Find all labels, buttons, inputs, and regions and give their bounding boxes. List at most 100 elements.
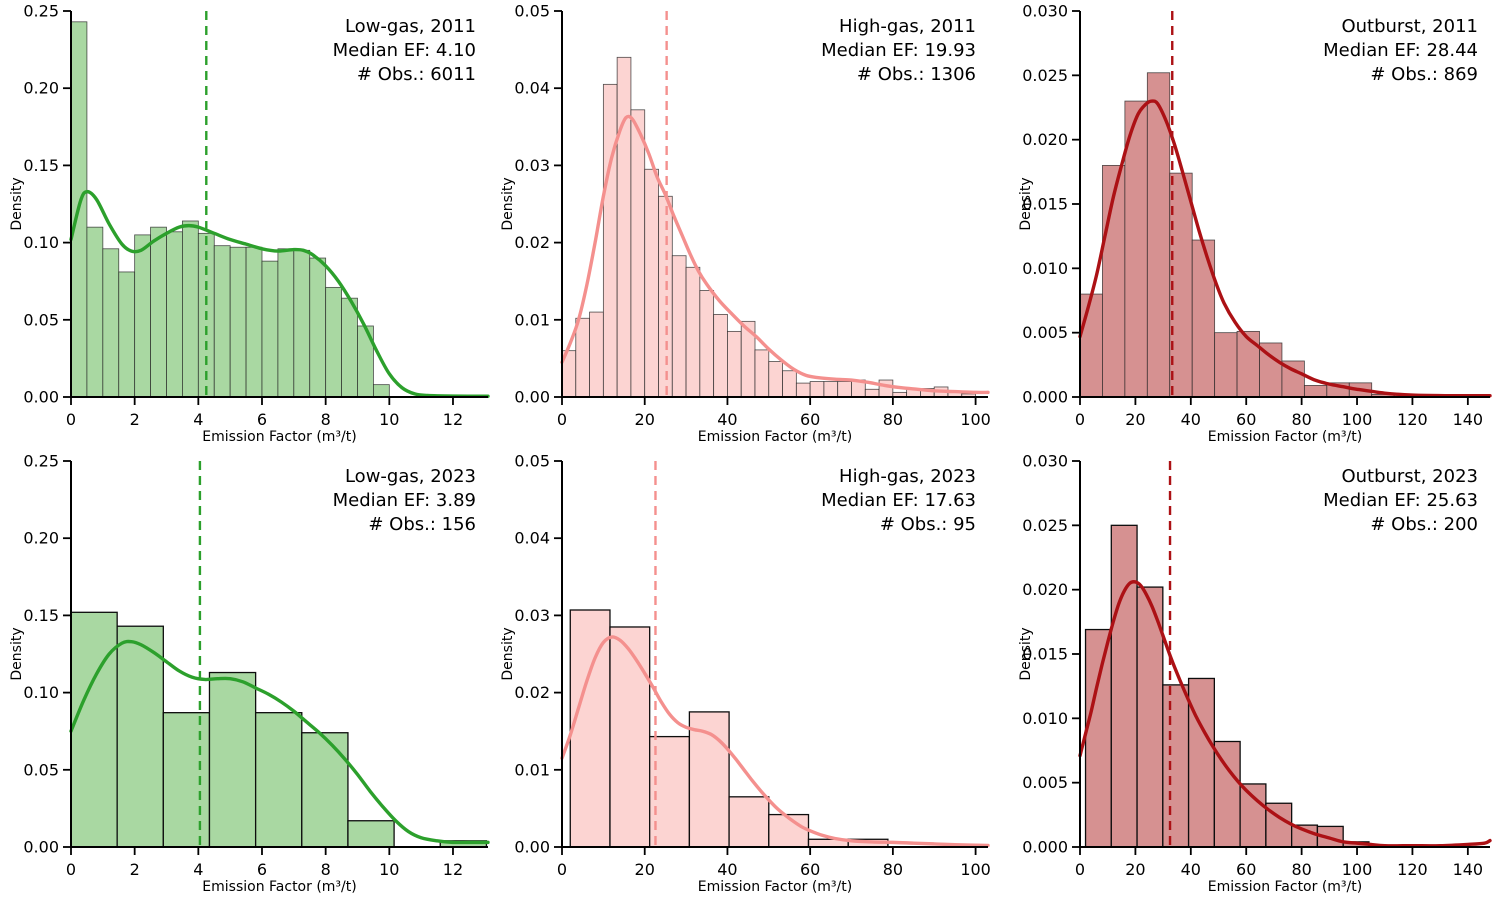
histogram-bar xyxy=(309,257,327,398)
x-tick-label: 80 xyxy=(883,860,903,879)
panel-annotation-line: # Obs.: 6011 xyxy=(357,64,476,85)
x-tick-label: 60 xyxy=(800,860,820,879)
histogram-bar xyxy=(166,231,183,398)
histogram-bar xyxy=(277,248,295,398)
panel-annotation: High-gas, 2023 Median EF: 17.63 # Obs.: 95 xyxy=(821,466,976,535)
x-tick-label: 0 xyxy=(557,410,567,429)
histogram-bar xyxy=(878,379,894,398)
panel-annotation-line: Low-gas, 2023 xyxy=(345,466,476,487)
x-axis-label: Emission Factor (m³/t) xyxy=(698,429,852,445)
histogram-bar xyxy=(713,313,728,398)
y-tick-label: 0.005 xyxy=(1022,773,1068,792)
y-axis-label: Density xyxy=(9,177,25,230)
panel-outburst-2011: 0 20 40 60 80 100 120 140 0.000 0.005 0.010 0.015 0.… xyxy=(1018,2,1492,445)
panel-low-gas-2023: 0 2 4 6 8 10 12 0.00 0.05 0.10 0.15 0.20 0.25 Low-gas… xyxy=(9,452,490,895)
y-tick-label: 0.00 xyxy=(23,838,59,857)
panel-annotation-line: # Obs.: 156 xyxy=(368,514,476,535)
histogram-bar xyxy=(1084,628,1112,848)
panel-annotation-line: # Obs.: 95 xyxy=(880,514,976,535)
chart-cell-high-gas-2011: 0 20 40 60 80 100 0.00 0.01 0.02 0.03 0.04 0.05 High… xyxy=(500,0,1000,450)
y-tick-label: 0.05 xyxy=(514,452,550,471)
kde-curve xyxy=(560,114,990,395)
kde-curve xyxy=(1078,99,1492,398)
histogram-bar xyxy=(1110,524,1138,848)
histogram-bar xyxy=(208,671,257,848)
histogram-bar xyxy=(1162,684,1190,848)
x-axis-label: Emission Factor (m³/t) xyxy=(202,429,356,445)
kde-curve xyxy=(1078,580,1492,848)
kde-curve xyxy=(560,635,990,848)
x-tick-label: 20 xyxy=(635,860,655,879)
x-axis-label: Emission Factor (m³/t) xyxy=(698,879,852,895)
y-axis-label: Density xyxy=(1018,177,1034,230)
y-axis-label: Density xyxy=(500,627,516,680)
x-tick-label: 4 xyxy=(193,860,203,879)
histogram-bars xyxy=(70,611,488,848)
histogram-bars xyxy=(70,21,390,398)
x-tick-label: 140 xyxy=(1453,860,1484,879)
y-tick-label: 0.04 xyxy=(514,79,550,98)
x-tick-label: 80 xyxy=(883,410,903,429)
x-tick-label: 2 xyxy=(130,860,140,879)
histogram-bar xyxy=(325,286,342,398)
histogram-bar xyxy=(1213,740,1241,848)
y-tick-label: 0.20 xyxy=(23,529,59,548)
x-tick-label: 10 xyxy=(379,860,399,879)
x-tick-label: 80 xyxy=(1291,860,1311,879)
x-tick-label: 0 xyxy=(66,860,76,879)
x-tick-label: 80 xyxy=(1291,410,1311,429)
y-tick-label: 0.10 xyxy=(23,233,59,252)
y-tick-label: 0.015 xyxy=(1022,645,1068,664)
y-tick-label: 0.04 xyxy=(514,529,550,548)
x-tick-label: 40 xyxy=(1181,410,1201,429)
x-tick-label: 120 xyxy=(1397,860,1428,879)
x-tick-label: 100 xyxy=(960,410,991,429)
histogram-bar xyxy=(685,266,701,398)
y-tick-label: 0.000 xyxy=(1022,838,1068,857)
y-tick-label: 0.05 xyxy=(23,760,59,779)
y-tick-label: 0.010 xyxy=(1022,709,1068,728)
histogram-bar xyxy=(728,796,770,848)
y-tick-label: 0.00 xyxy=(514,388,550,407)
x-tick-label: 0 xyxy=(1075,860,1085,879)
histogram-bar xyxy=(644,168,659,398)
histogram-bar xyxy=(602,83,618,398)
panel-annotation-line: Median EF: 25.63 xyxy=(1323,490,1478,511)
histogram-bar xyxy=(823,381,839,398)
histogram-bar xyxy=(372,384,390,398)
histogram-bar xyxy=(616,56,632,398)
histogram-bar xyxy=(1303,385,1328,398)
x-tick-label: 40 xyxy=(717,410,737,429)
histogram-bar xyxy=(768,361,783,398)
x-tick-label: 60 xyxy=(1236,410,1256,429)
x-tick-label: 100 xyxy=(1342,860,1373,879)
histogram-bar xyxy=(782,370,797,398)
x-axis-label: Emission Factor (m³/t) xyxy=(1208,879,1362,895)
panel-annotation: Low-gas, 2023 Median EF: 3.89 # Obs.: 156 xyxy=(333,466,476,535)
panel-annotation: Low-gas, 2011 Median EF: 4.10 # Obs.: 6011 xyxy=(333,16,476,85)
histogram-bar xyxy=(1236,330,1260,398)
panel-annotation: Outburst, 2011 Median EF: 28.44 # Obs.: 86… xyxy=(1323,16,1478,85)
y-tick-label: 0.01 xyxy=(514,760,550,779)
histogram-bar xyxy=(293,249,311,398)
histogram-bar xyxy=(229,246,247,398)
y-tick-label: 0.01 xyxy=(514,310,550,329)
x-tick-label: 0 xyxy=(66,410,76,429)
x-tick-label: 12 xyxy=(443,410,463,429)
histogram-bar xyxy=(1191,239,1216,398)
panel-annotation-line: Low-gas, 2011 xyxy=(345,16,476,37)
x-axis-label: Emission Factor (m³/t) xyxy=(1208,429,1362,445)
histogram-bar xyxy=(671,255,687,398)
y-axis-label: Density xyxy=(9,627,25,680)
y-tick-label: 0.030 xyxy=(1022,452,1068,471)
y-tick-label: 0.00 xyxy=(23,388,59,407)
x-tick-label: 60 xyxy=(1236,860,1256,879)
histogram-bar xyxy=(118,271,136,398)
chart-cell-low-gas-2011: 0 2 4 6 8 10 12 0.00 0.05 0.10 0.15 0.20 0.25 Low-gas… xyxy=(0,0,500,450)
y-tick-label: 0.25 xyxy=(23,2,59,21)
histogram-bar xyxy=(795,382,811,398)
x-tick-label: 40 xyxy=(717,860,737,879)
histogram-bar xyxy=(70,611,118,848)
histogram-bar xyxy=(102,248,120,398)
